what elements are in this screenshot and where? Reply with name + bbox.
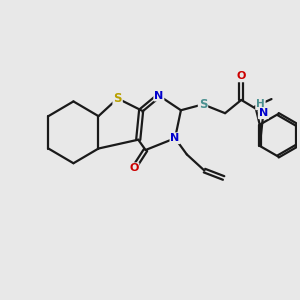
Text: O: O	[237, 71, 246, 81]
Text: O: O	[129, 163, 139, 173]
Text: N: N	[170, 133, 180, 143]
Text: S: S	[113, 92, 122, 105]
Text: N: N	[259, 108, 268, 118]
Text: H: H	[256, 99, 265, 110]
Text: S: S	[199, 98, 207, 111]
Text: N: N	[154, 91, 164, 100]
